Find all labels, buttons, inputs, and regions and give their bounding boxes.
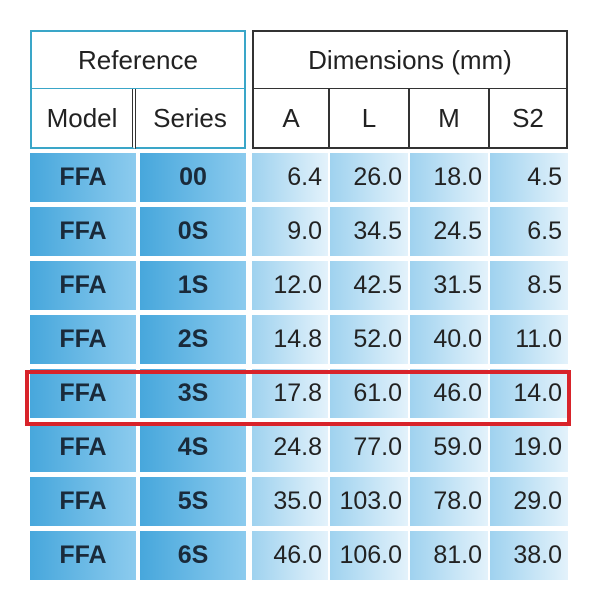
- dimension-cell: 6.5: [490, 207, 568, 256]
- dimension-cell: 46.0: [410, 369, 488, 418]
- reference-cell: 1S: [140, 261, 246, 310]
- dimension-cell: 11.0: [490, 315, 568, 364]
- dimension-cell: 6.4: [252, 153, 328, 202]
- reference-cell: 4S: [140, 423, 246, 472]
- dimension-cell: 4.5: [490, 153, 568, 202]
- reference-cell: FFA: [30, 369, 136, 418]
- dimension-cell: 42.5: [330, 261, 408, 310]
- column-header: Series: [136, 89, 246, 149]
- dimension-cell: 59.0: [410, 423, 488, 472]
- reference-cell: 6S: [140, 531, 246, 580]
- dimension-cell: 40.0: [410, 315, 488, 364]
- dimension-cell: 78.0: [410, 477, 488, 526]
- dimension-cell: 18.0: [410, 153, 488, 202]
- dimension-cell: 24.5: [410, 207, 488, 256]
- row-highlight: [25, 370, 571, 426]
- dimension-cell: 14.8: [252, 315, 328, 364]
- dimension-cell: 46.0: [252, 531, 328, 580]
- reference-cell: 5S: [140, 477, 246, 526]
- reference-cell: FFA: [30, 531, 136, 580]
- dimension-cell: 9.0: [252, 207, 328, 256]
- dimension-cell: 12.0: [252, 261, 328, 310]
- dimension-cell: 29.0: [490, 477, 568, 526]
- reference-cell: FFA: [30, 153, 136, 202]
- reference-cell: FFA: [30, 261, 136, 310]
- column-header: L: [330, 89, 410, 149]
- reference-cell: FFA: [30, 207, 136, 256]
- dimension-cell: 106.0: [330, 531, 408, 580]
- dimension-cell: 52.0: [330, 315, 408, 364]
- dimension-cell: 38.0: [490, 531, 568, 580]
- dimension-cell: 14.0: [490, 369, 568, 418]
- dimension-cell: 77.0: [330, 423, 408, 472]
- dimension-cell: 61.0: [330, 369, 408, 418]
- group-header: Dimensions (mm): [252, 30, 568, 89]
- reference-cell: 3S: [140, 369, 246, 418]
- dimension-cell: 31.5: [410, 261, 488, 310]
- reference-cell: 0S: [140, 207, 246, 256]
- dimension-cell: 81.0: [410, 531, 488, 580]
- reference-cell: FFA: [30, 477, 136, 526]
- reference-cell: 2S: [140, 315, 246, 364]
- dimension-cell: 35.0: [252, 477, 328, 526]
- column-header: M: [410, 89, 490, 149]
- reference-cell: FFA: [30, 423, 136, 472]
- dimension-cell: 103.0: [330, 477, 408, 526]
- column-header: Model: [30, 89, 136, 149]
- dimension-cell: 17.8: [252, 369, 328, 418]
- dimension-cell: 34.5: [330, 207, 408, 256]
- reference-cell: FFA: [30, 315, 136, 364]
- column-header: S2: [490, 89, 568, 149]
- dimension-cell: 24.8: [252, 423, 328, 472]
- dimension-cell: 8.5: [490, 261, 568, 310]
- reference-cell: 00: [140, 153, 246, 202]
- group-header: Reference: [30, 30, 246, 89]
- dimension-cell: 26.0: [330, 153, 408, 202]
- column-header: A: [252, 89, 330, 149]
- dimension-cell: 19.0: [490, 423, 568, 472]
